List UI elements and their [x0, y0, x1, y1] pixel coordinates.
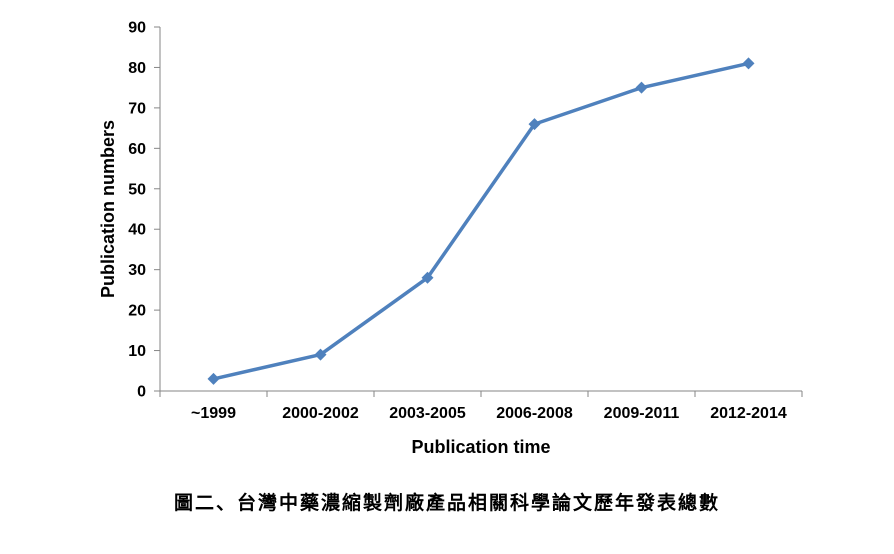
axes	[154, 27, 802, 392]
y-tick-label: 10	[128, 343, 146, 360]
x-tick-label: 2009-2011	[604, 405, 680, 422]
x-tick-label: 2012-2014	[710, 405, 787, 422]
y-tick-label: 90	[128, 20, 146, 37]
data-point-marker	[314, 348, 327, 361]
x-tick-label: 2006-2008	[496, 405, 573, 422]
x-tick-label: 2000-2002	[282, 405, 359, 422]
x-axis-title: Publication time	[411, 437, 550, 457]
series-line	[211, 61, 751, 381]
data-point-marker	[207, 372, 220, 385]
data-point-marker	[742, 57, 755, 70]
y-tick-label: 80	[128, 60, 146, 77]
y-tick-label: 40	[128, 222, 146, 239]
figure-caption: 圖二、台灣中藥濃縮製劑廠產品相關科學論文歷年發表總數	[173, 492, 720, 514]
data-point-marker	[635, 81, 648, 94]
y-tick-label: 50	[128, 181, 146, 198]
y-tick-label: 0	[137, 384, 146, 401]
x-tick-label: ~1999	[191, 405, 236, 422]
series-group	[207, 57, 755, 385]
y-tick-label: 30	[128, 262, 146, 279]
x-axis-ticks: ~1999 2000-2002 2003-2005 2006-2008 2009-201…	[159, 391, 803, 422]
y-tick-label: 20	[128, 303, 146, 320]
y-tick-label: 60	[128, 141, 146, 158]
x-tick-label: 2003-2005	[389, 405, 466, 422]
y-tick-label: 70	[128, 100, 146, 117]
y-axis-title: Publication numbers	[98, 120, 118, 298]
data-point-marker	[421, 271, 434, 284]
y-axis-ticks: 0 10 20 30 40 50 60 70 80 90	[128, 20, 160, 401]
data-point-marker	[528, 118, 541, 131]
